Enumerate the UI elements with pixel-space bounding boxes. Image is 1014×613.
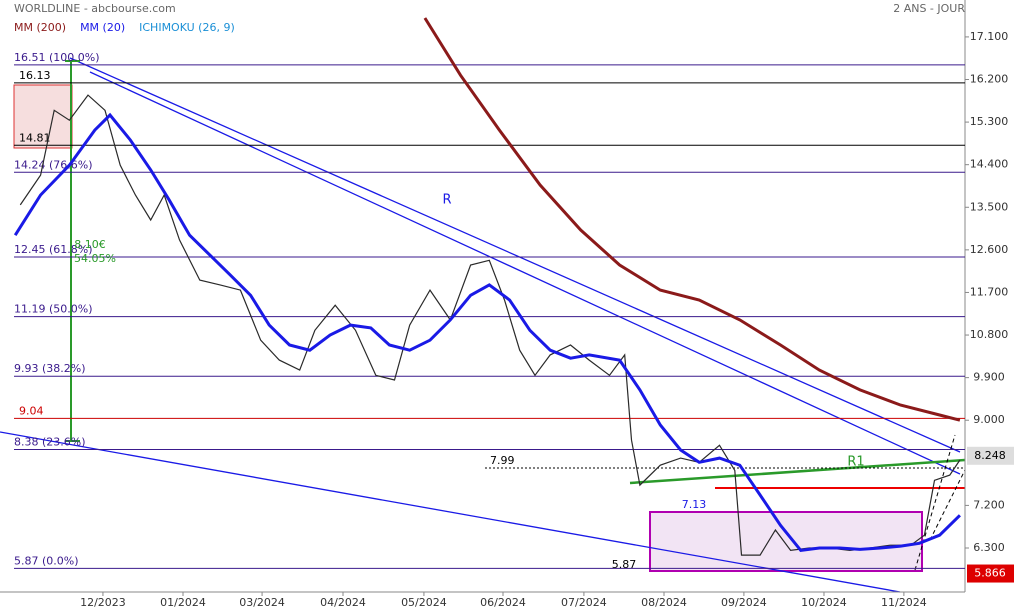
level-label: 8.38 (23.6%)	[14, 436, 86, 449]
legend-entry: ICHIMOKU (26, 9)	[139, 21, 235, 34]
x-tick-label: 01/2024	[160, 596, 206, 609]
y-tick-label: 14.400	[970, 158, 1009, 171]
level-label: 14.24 (76.6%)	[14, 158, 93, 171]
y-tick-label: 6.300	[973, 541, 1005, 554]
annotation: R	[442, 193, 451, 208]
y-tick-label: 9.000	[973, 413, 1005, 426]
x-tick-label: 09/2024	[721, 596, 767, 609]
level-label: 9.93 (38.2%)	[14, 362, 86, 375]
moving-average	[13, 112, 961, 552]
annotation: 8.10€	[74, 238, 106, 251]
y-tick-label: 13.500	[970, 200, 1009, 213]
trendline	[629, 458, 966, 485]
y-tick-label: 17.100	[970, 30, 1009, 43]
trendline	[69, 57, 961, 453]
price-tag	[967, 446, 1014, 465]
x-tick-label: 10/2024	[801, 596, 847, 609]
level-label: 9.04	[19, 404, 44, 417]
x-tick-label: 05/2024	[401, 596, 447, 609]
x-tick-label: 03/2024	[239, 596, 285, 609]
y-tick-label: 7.200	[973, 498, 1005, 511]
legend-entry: MM (20)	[80, 21, 125, 34]
level-label: 16.51 (100.0%)	[14, 51, 100, 64]
low-tag	[967, 564, 1014, 583]
trendline	[89, 71, 961, 475]
zone-box	[13, 84, 73, 149]
legend-entry: MM (200)	[14, 21, 66, 34]
annotation: R1	[847, 455, 864, 470]
level-label: 12.45 (61.8%)	[14, 243, 93, 256]
x-tick-label: 06/2024	[480, 596, 526, 609]
y-tick-label: 12.600	[970, 243, 1009, 256]
y-tick-label: 9.900	[973, 371, 1005, 384]
low-tag-label: 5.866	[974, 567, 1006, 580]
trendline	[0, 431, 901, 593]
x-tick-label: 08/2024	[641, 596, 687, 609]
level-label: 5.87 (0.0%)	[14, 554, 79, 567]
channel-line	[914, 434, 956, 571]
x-tick-label: 12/2023	[80, 596, 126, 609]
channel-line	[929, 469, 966, 541]
y-tick-label: 11.700	[970, 285, 1009, 298]
y-tick-label: 10.800	[970, 328, 1009, 341]
chart-subtitle: 2 ANS - JOUR	[893, 2, 965, 15]
annotation: 7.13	[682, 498, 707, 511]
price-tag-label: 8.248	[974, 449, 1006, 462]
y-tick-label: 15.300	[970, 115, 1009, 128]
x-tick-label: 11/2024	[881, 596, 927, 609]
moving-average	[423, 17, 961, 422]
annotation: 54.05%	[74, 252, 116, 265]
level-label: 7.99	[490, 454, 515, 467]
range-box	[649, 511, 923, 572]
level-label: 11.19 (50.0%)	[14, 303, 93, 316]
y-tick-label: 16.200	[970, 73, 1009, 86]
x-tick-label: 04/2024	[320, 596, 366, 609]
level-label: 14.81	[19, 131, 51, 144]
annotation: 5.87	[612, 558, 637, 571]
chart-title: WORLDLINE - abcbourse.com	[14, 2, 176, 15]
x-tick-label: 07/2024	[561, 596, 607, 609]
level-label: 16.13	[19, 69, 51, 82]
